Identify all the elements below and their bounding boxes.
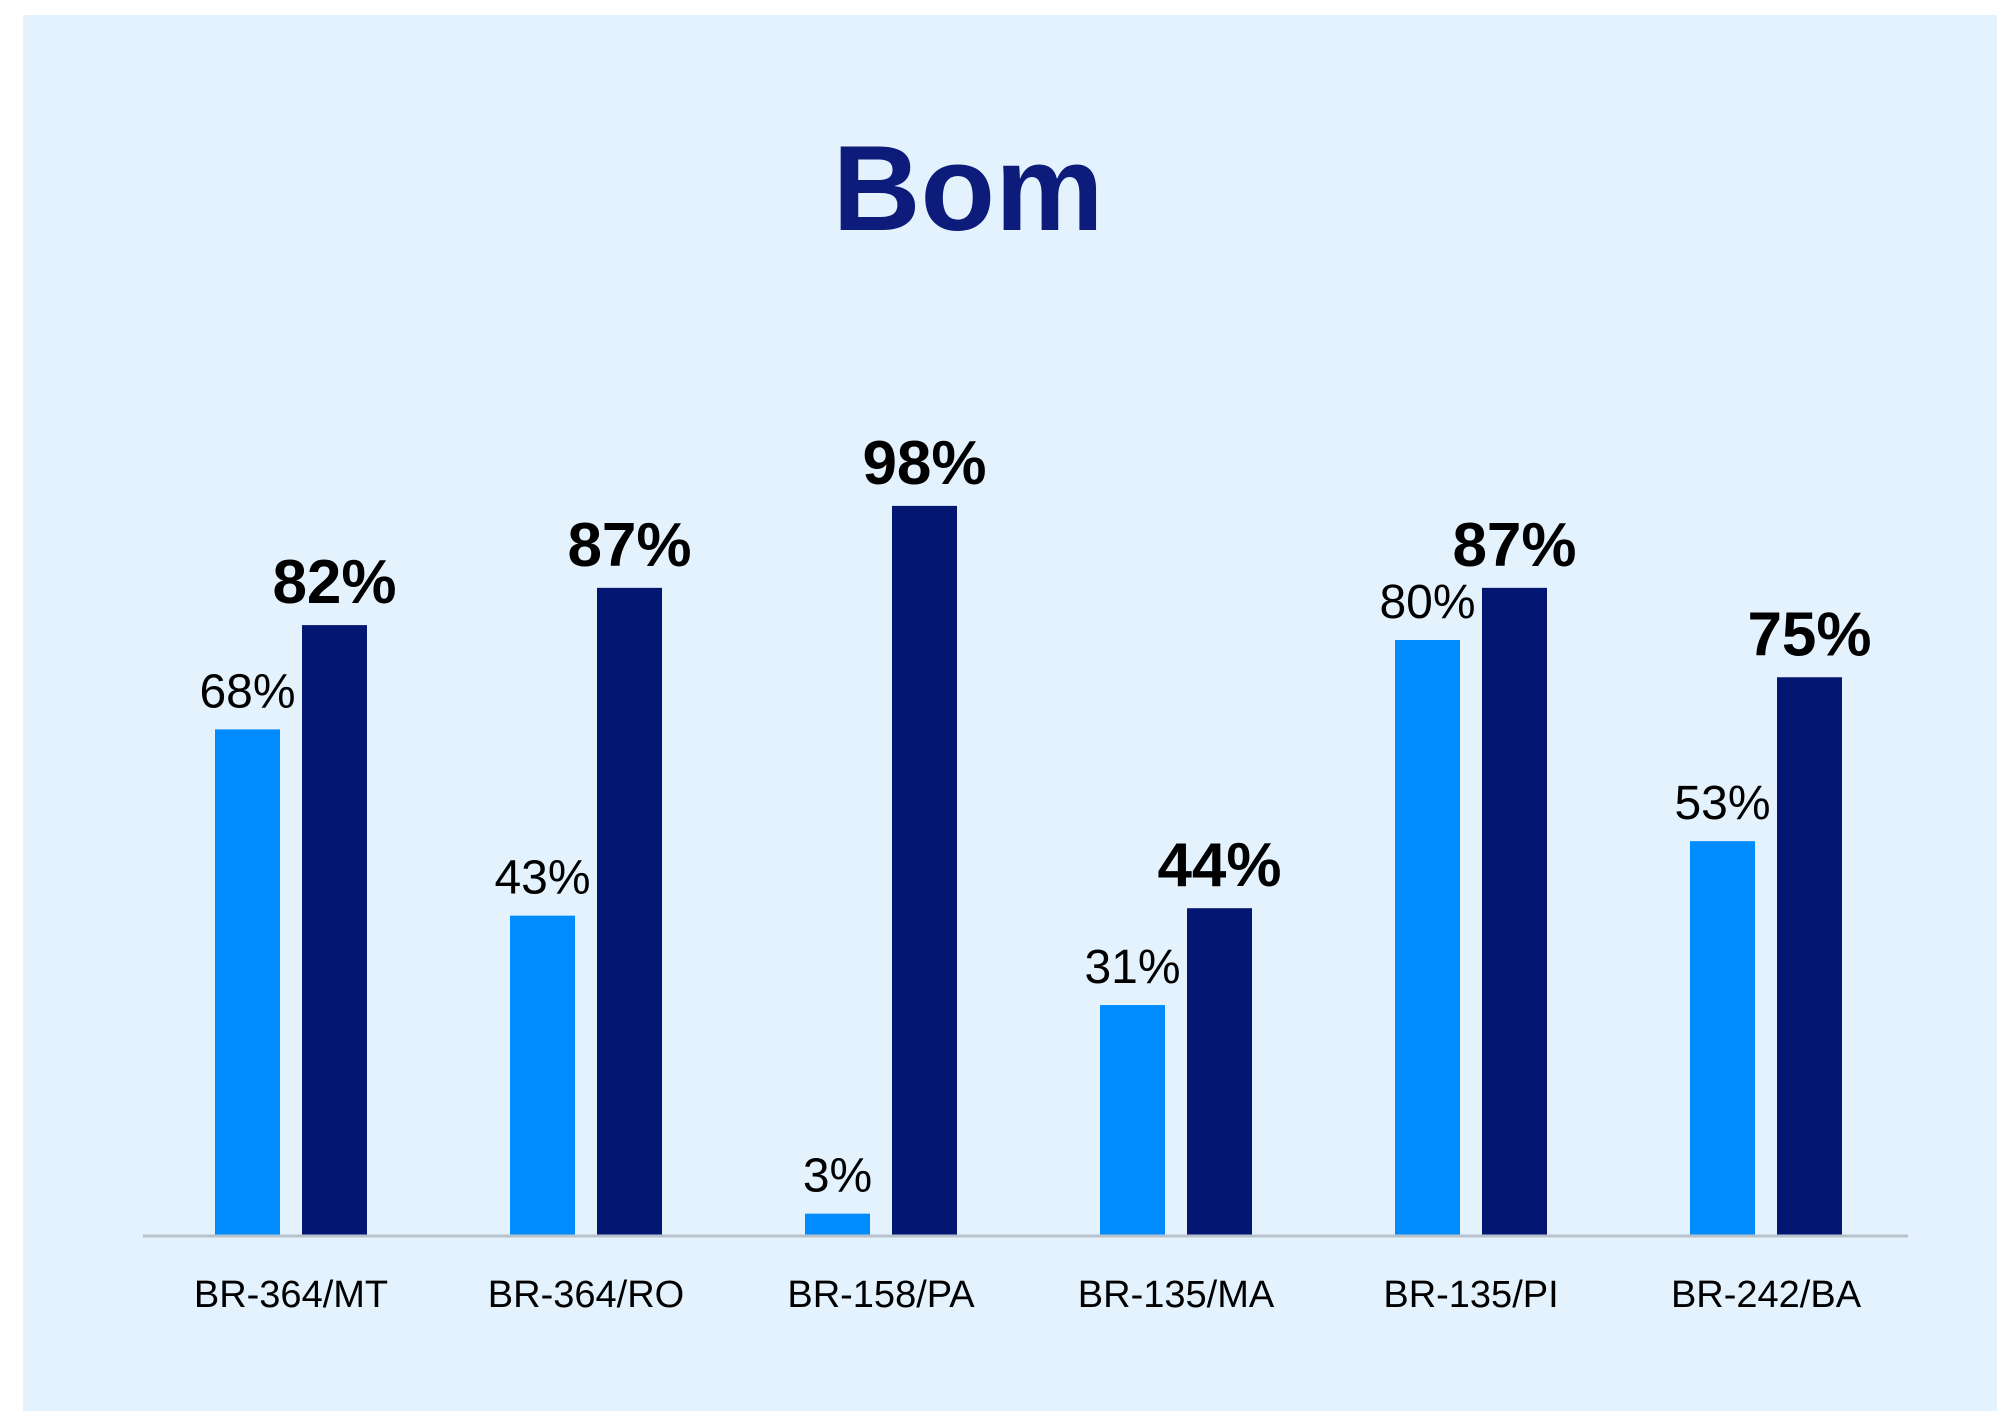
bar-series-2-br-364-ro bbox=[597, 587, 662, 1236]
data-label-series-2-br-364-ro: 87% bbox=[567, 511, 691, 580]
x-tick-label: BR-364/RO bbox=[488, 1274, 684, 1316]
bar-series-1-br-135-ma bbox=[1100, 1005, 1165, 1236]
data-label-series-2-br-242-ba: 75% bbox=[1747, 600, 1871, 669]
data-label-series-2-br-135-pi: 87% bbox=[1452, 511, 1576, 580]
data-label-series-2-br-135-ma: 44% bbox=[1157, 831, 1281, 900]
chart-title: Bom bbox=[832, 120, 1103, 256]
bar-series-1-br-158-pa bbox=[805, 1213, 870, 1236]
data-label-series-2-br-364-mt: 82% bbox=[272, 548, 396, 617]
data-label-series-2-br-158-pa: 98% bbox=[862, 429, 986, 498]
data-label-series-1-br-364-mt: 68% bbox=[199, 665, 295, 718]
bar-series-1-br-364-ro bbox=[510, 915, 575, 1236]
data-label-series-1-br-158-pa: 3% bbox=[803, 1150, 872, 1203]
bar-series-2-br-242-ba bbox=[1777, 677, 1842, 1236]
data-label-series-1-br-135-pi: 80% bbox=[1379, 576, 1475, 629]
x-axis-ticks: BR-364/MT BR-364/RO BR-158/PA BR-135/MA BR-1… bbox=[194, 1274, 1862, 1316]
bar-series-2-br-364-mt bbox=[302, 625, 367, 1236]
x-tick-label: BR-364/MT bbox=[194, 1274, 388, 1316]
bars bbox=[215, 505, 1842, 1236]
data-label-series-1-br-242-ba: 53% bbox=[1674, 777, 1770, 830]
x-tick-label: BR-242/BA bbox=[1671, 1274, 1862, 1316]
bar-series-1-br-364-mt bbox=[215, 729, 280, 1236]
bar-series-2-br-158-pa bbox=[892, 505, 957, 1236]
data-label-series-1-br-364-ro: 43% bbox=[494, 852, 590, 905]
bar-series-1-br-242-ba bbox=[1690, 841, 1755, 1236]
bar-series-2-br-135-pi bbox=[1482, 587, 1547, 1236]
data-labels: 68%82%43%87%3%98%31%44%80%87%53%75% bbox=[199, 429, 1871, 1203]
x-tick-label: BR-158/PA bbox=[787, 1274, 975, 1316]
data-label-series-1-br-135-ma: 31% bbox=[1084, 941, 1180, 994]
bar-series-1-br-135-pi bbox=[1395, 640, 1460, 1236]
x-tick-label: BR-135/PI bbox=[1383, 1274, 1558, 1316]
bar-series-2-br-135-ma bbox=[1187, 908, 1252, 1236]
x-tick-label: BR-135/MA bbox=[1078, 1274, 1275, 1316]
